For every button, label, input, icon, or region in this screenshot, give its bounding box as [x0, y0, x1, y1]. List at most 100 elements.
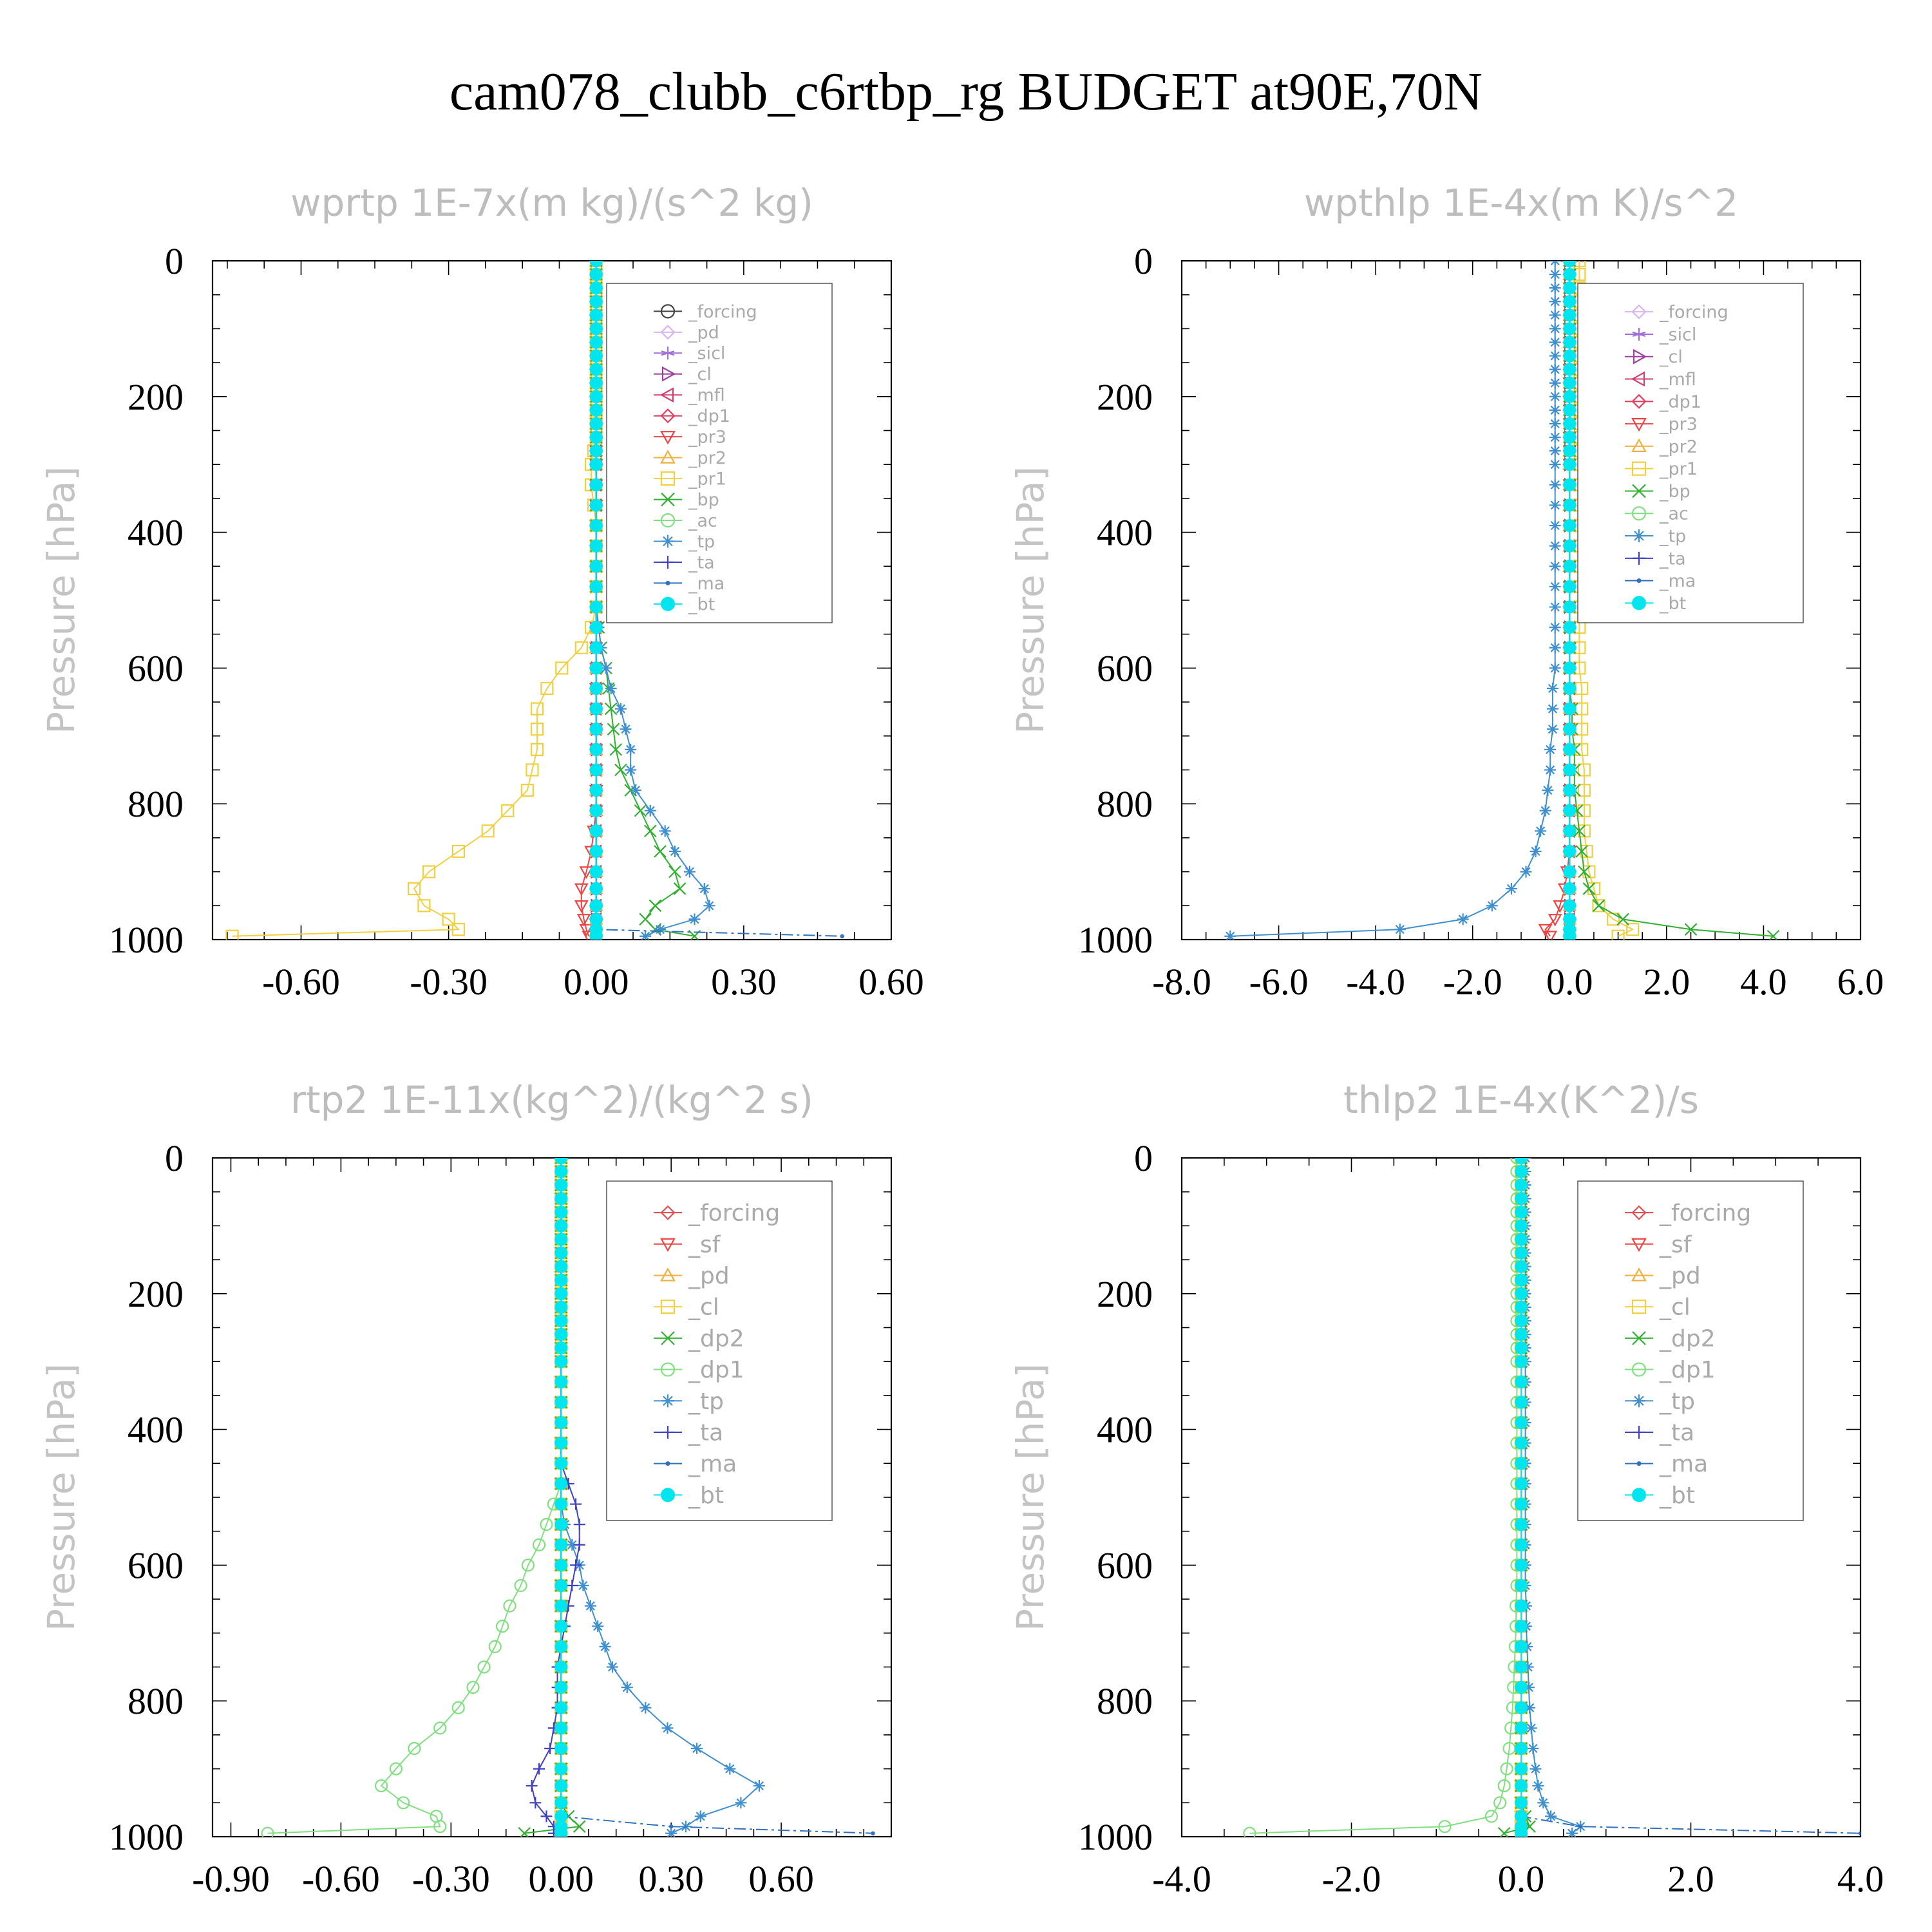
legend-label: _pd [688, 323, 719, 343]
data-point [554, 1273, 568, 1287]
data-point [554, 1436, 568, 1450]
legend-entry: _pr1 [1625, 459, 1698, 479]
y-axis-label: Pressure [hPa] [39, 466, 83, 734]
data-point [1549, 296, 1561, 308]
x-tick-label: -2.0 [1322, 1858, 1381, 1900]
data-point [1530, 1763, 1542, 1775]
data-point [1515, 1314, 1528, 1327]
legend-label: _dp1 [688, 406, 730, 426]
data-point [554, 1701, 568, 1714]
x-tick-label: -0.60 [302, 1858, 380, 1900]
data-point [1545, 1810, 1557, 1823]
legend-marker [661, 596, 675, 611]
data-point [1515, 1273, 1528, 1287]
data-point [589, 261, 603, 267]
data-point [442, 913, 455, 926]
legend-marker [1631, 1362, 1647, 1377]
legend-marker [1632, 1331, 1646, 1345]
data-point [554, 1579, 568, 1592]
legend-label: _bp [688, 490, 719, 510]
data-point [614, 763, 627, 777]
y-tick-label: 800 [1097, 783, 1153, 825]
legend-entry: _pr3 [1625, 415, 1698, 435]
data-point [1566, 1827, 1578, 1837]
data-point [574, 900, 589, 913]
legend-entry: _pd [654, 323, 719, 343]
legend-entry: _dp2 [1625, 1325, 1716, 1352]
legend-entry: _dp1 [1625, 1357, 1716, 1383]
x-tick-label: -6.0 [1249, 961, 1309, 1003]
x-tick-label: -2.0 [1443, 961, 1502, 1003]
legend-label: _pr2 [1659, 437, 1698, 457]
legend: _forcing _sf _pd _cl _dp2 _dp1 _tp _ta _ma _bt [1577, 1180, 1804, 1521]
legend-entry: _ma [1625, 1451, 1708, 1477]
x-tick-label: 0.0 [1498, 1858, 1545, 1900]
data-point [554, 1328, 568, 1341]
legend-marker [660, 1205, 676, 1220]
data-point [589, 845, 603, 858]
data-point [481, 824, 495, 838]
y-tick-label: 0 [165, 240, 184, 282]
data-point [1563, 702, 1577, 715]
legend-marker [1632, 327, 1646, 341]
legend-entry: _dp1 [654, 406, 730, 426]
data-point [579, 866, 594, 879]
data-point [503, 1599, 516, 1613]
data-point [1546, 723, 1558, 735]
data-point [1563, 539, 1577, 553]
data-point [589, 641, 603, 654]
legend-marker [1632, 484, 1646, 498]
data-point [1549, 350, 1561, 362]
data-point [1563, 417, 1577, 430]
data-point [1515, 1796, 1528, 1810]
data-point [1549, 336, 1561, 348]
legend-marker [660, 450, 676, 464]
data-point [1549, 404, 1561, 416]
data-point [422, 865, 436, 878]
data-point [1563, 478, 1577, 491]
data-point [433, 1820, 447, 1833]
data-point [1522, 1681, 1535, 1694]
legend-marker [1636, 578, 1642, 583]
data-point [1522, 1661, 1534, 1673]
data-point [589, 702, 603, 715]
data-point [554, 1558, 568, 1572]
data-point [554, 1341, 568, 1355]
data-point [554, 1681, 568, 1694]
legend-label: _dp2 [688, 1325, 744, 1352]
legend-label: _ac [688, 511, 717, 531]
data-point [620, 723, 632, 735]
data-point [589, 824, 603, 838]
data-point [1563, 431, 1577, 444]
data-point [521, 1558, 535, 1572]
legend-marker [660, 431, 676, 445]
x-tick-label: 0.00 [564, 961, 629, 1003]
data-point [1563, 580, 1577, 593]
data-point [1577, 784, 1591, 797]
x-tick-label: -4.0 [1152, 1858, 1211, 1900]
series [1515, 1158, 1528, 1837]
data-point [600, 662, 612, 674]
legend-entry: _ta [1625, 1420, 1694, 1446]
panel-grid: wprtp 1E-7x(m kg)/(s^2 kg)-0.60 -0.30 0.00… [39, 181, 1884, 1900]
y-tick-label: 0 [165, 1137, 184, 1179]
data-point [1563, 403, 1577, 417]
data-point [589, 784, 603, 797]
legend-marker [1631, 1267, 1647, 1282]
data-point [589, 723, 603, 736]
data-point [621, 1681, 633, 1694]
data-point [1515, 1233, 1528, 1246]
data-point [1515, 1779, 1528, 1792]
data-point [573, 1519, 585, 1531]
y-tick-label: 1000 [109, 1816, 184, 1858]
legend-box [1577, 283, 1804, 623]
data-point [1515, 1477, 1528, 1490]
data-point [526, 763, 539, 777]
plot-area [225, 261, 844, 940]
legend-label: _pd [1659, 1263, 1701, 1289]
data-point [544, 1742, 556, 1754]
legend-marker [1631, 1238, 1647, 1253]
data-point [1515, 1762, 1528, 1776]
panel-title: thlp2 1E-4x(K^2)/s [1343, 1078, 1699, 1122]
data-point [1563, 268, 1577, 281]
